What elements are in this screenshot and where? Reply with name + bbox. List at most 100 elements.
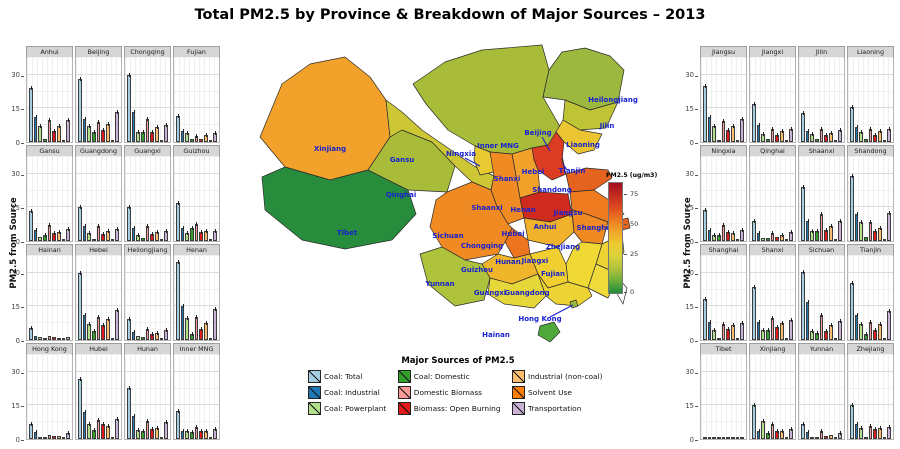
bar-industrial-non-coal [155,425,159,439]
error-bar [156,425,158,430]
y-tick-label: 0 [689,336,694,345]
error-bar [156,125,158,130]
province-panel-henan: Henan [173,244,220,341]
bar-coal-powerplant [87,422,91,439]
error-bar [767,431,769,436]
error-bar [84,313,86,318]
panel-row: 0 15 30 Jiangsu Jiangxi Jilin Liaoning [680,46,896,146]
bar-coal-domestic [190,332,194,340]
bar-coal-domestic [717,139,721,142]
error-bar [44,233,46,238]
bar-industrial-non-coal [731,231,735,241]
error-bar [156,331,158,336]
error-bar [870,126,872,131]
bar-biomass-open-burning [726,437,730,439]
bar-industrial-non-coal [57,337,61,340]
error-bar [98,418,100,422]
error-bar [851,105,853,110]
error-bar [753,403,755,408]
panel-row: 0 15 30 Anhui Beijing Chongqing Fujian [6,46,222,146]
panel-plot-area [75,354,122,440]
bar-coal-industrial [131,225,136,241]
error-bar [196,134,198,139]
error-bar [840,319,842,323]
error-bar [107,122,109,127]
bar-coal-powerplant [810,436,814,439]
error-bar [201,326,203,331]
province-label-yunnan: Yunnan [424,280,454,288]
panel-plot-area [173,354,220,440]
bar-industrial-non-coal [57,230,61,241]
bar-industrial-non-coal [731,124,735,142]
bar-transportation [66,117,70,142]
error-bar [98,119,100,124]
legend-key-label: Solvent Use [528,388,572,397]
bar-transportation [740,116,744,142]
bar-coal-domestic [815,138,819,142]
error-bar [807,218,809,223]
error-bar [35,227,37,232]
bar-coal-powerplant [185,131,189,142]
error-bar [205,133,207,138]
panel-row: 0 15 30 Shanghai Shanxi Sichuan Tianjin [680,244,896,344]
error-bar [742,227,744,232]
bar-coal-powerplant [87,322,91,340]
bar-transportation [838,127,842,142]
error-bar [791,126,793,131]
error-bar [30,325,32,330]
error-bar [816,331,818,336]
error-bar [840,431,842,436]
legend-key-label: Domestic Biomass [413,388,483,397]
bar-coal-domestic [864,138,868,142]
error-bar [889,308,891,313]
province-region-hainan [537,321,561,343]
error-bar [215,228,217,233]
bar-biomass-open-burning [824,227,828,241]
error-bar [93,428,95,433]
panel-plot-area [75,255,122,341]
panel-strip-title: Shanxi [749,244,796,256]
legend-item-biomass-open-burning: Biomass: Open Burning [397,402,506,415]
bar-industrial-non-coal [106,423,110,439]
bar-domestic-biomass [770,231,775,241]
bar-coal-powerplant [38,236,42,241]
y-tick-label: 30 [685,71,694,80]
bar-coal-total [752,101,756,142]
error-bar [40,124,42,129]
province-panel-hainan: Hainan [26,244,73,341]
bar-coal-powerplant [761,419,765,439]
error-bar [117,416,119,421]
legend-key-swatch [512,370,526,383]
bar-solvent-use [61,338,66,340]
panel-plot-area [173,156,220,242]
y-tick-label: 15 [11,104,20,113]
bar-coal-total [29,208,33,241]
bar-domestic-biomass [770,126,775,142]
province-label-chongqing: Chongqing [461,242,503,250]
error-bar [802,185,804,190]
bar-solvent-use [735,437,740,439]
bar-coal-industrial [707,115,712,142]
error-bar [753,101,755,106]
error-bar [718,233,720,238]
error-bar [117,109,119,114]
province-panel-hubei: Hubei [75,343,122,440]
province-panel-jiangxi: Jiangxi [749,46,796,143]
bar-coal-powerplant [712,233,716,241]
bar-coal-domestic [717,437,721,439]
bar-biomass-open-burning [824,329,828,340]
error-bar [58,230,60,235]
source-legend: Major Sources of PM2.5 Coal: Total Coal: … [308,356,608,415]
error-bar [93,129,95,134]
y-axis-ticks: 0 15 30 [6,46,24,146]
error-bar [201,429,203,434]
bar-biomass-open-burning [52,436,56,439]
bar-coal-industrial [180,225,185,241]
bar-coal-powerplant [859,129,863,142]
bar-industrial-non-coal [829,224,833,241]
error-bar [753,285,755,290]
bar-transportation [164,327,168,340]
bar-coal-powerplant [38,336,42,340]
province-panel-hebei: Hebei [75,244,122,341]
bar-coal-total [703,84,707,142]
